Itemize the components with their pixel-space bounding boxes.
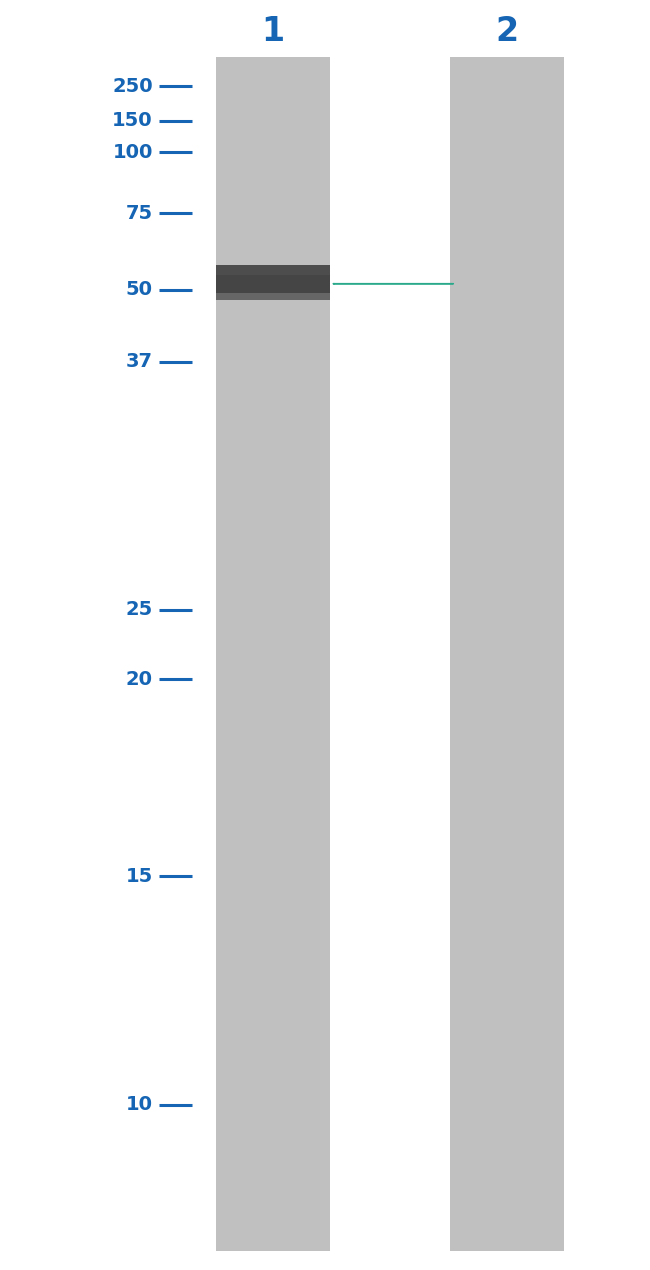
Text: 150: 150 <box>112 112 153 130</box>
Bar <box>216 265 330 274</box>
Bar <box>216 293 330 300</box>
Text: 10: 10 <box>125 1096 153 1114</box>
Bar <box>216 57 330 1251</box>
Text: 15: 15 <box>125 867 153 885</box>
Text: 20: 20 <box>125 671 153 688</box>
Text: 50: 50 <box>125 281 153 298</box>
Bar <box>216 265 330 300</box>
Text: 25: 25 <box>125 601 153 618</box>
Text: 75: 75 <box>125 204 153 222</box>
Text: 2: 2 <box>495 15 519 48</box>
Text: 37: 37 <box>125 353 153 371</box>
Text: 100: 100 <box>112 144 153 161</box>
Text: 1: 1 <box>261 15 285 48</box>
Bar <box>450 57 564 1251</box>
Text: 250: 250 <box>112 77 153 95</box>
